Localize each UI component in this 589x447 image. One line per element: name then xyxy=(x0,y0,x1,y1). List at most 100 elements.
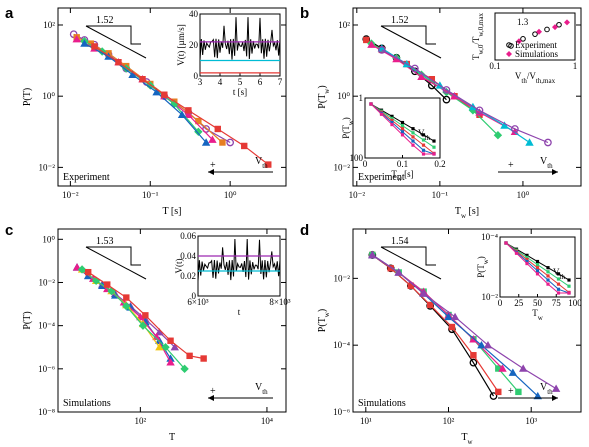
data-point xyxy=(123,294,130,301)
y-tick-label: 10⁻² xyxy=(39,277,56,287)
data-point xyxy=(535,269,540,273)
inset-x-label: t xyxy=(238,307,241,317)
panel-c: c 10² 10⁴ 10⁰ 10⁻² 10⁻⁴ 10⁻⁶ 10⁻⁸ T P(T) 1.53 Simul… xyxy=(5,222,291,443)
panel-d: d 10¹ 10² 10³ 10⁻² 10⁻⁴ 10⁻⁶ Tw P(Tw) 1.54 Simulat… xyxy=(300,222,582,446)
data-point xyxy=(161,343,170,352)
panel-letter: b xyxy=(300,5,309,22)
data-point xyxy=(155,327,164,336)
inset-y-tick-label: 10⁻⁴ xyxy=(481,232,498,242)
data-point xyxy=(546,270,550,274)
data-point xyxy=(546,282,550,286)
data-point xyxy=(115,59,122,66)
x-tick-label: 10² xyxy=(134,416,146,426)
data-point xyxy=(201,138,211,146)
legend-label: Experiment xyxy=(515,40,557,50)
data-point xyxy=(214,125,221,133)
fit-curve xyxy=(381,49,549,144)
inset-x-tick-label: 6×10³ xyxy=(187,297,209,307)
data-point xyxy=(504,241,508,245)
data-point xyxy=(525,257,529,262)
data-point xyxy=(508,368,518,376)
data-point xyxy=(390,120,394,125)
panel-letter: a xyxy=(5,5,14,22)
inset-y-tick-label: 100 xyxy=(350,153,364,163)
vth-sign: + xyxy=(508,160,514,171)
panel-letter: d xyxy=(300,222,309,239)
signal-trace xyxy=(197,238,281,282)
data-point xyxy=(166,358,175,366)
plot-frame xyxy=(352,228,582,413)
data-point xyxy=(432,145,436,149)
series xyxy=(369,251,522,396)
inset-x-tick-label: 75 xyxy=(552,298,562,308)
data-point xyxy=(161,91,168,98)
data-point xyxy=(495,388,502,396)
x-tick-label: 10⁻² xyxy=(349,190,366,200)
vth-arrowhead xyxy=(552,395,558,401)
y-tick-label: 10⁻² xyxy=(334,273,351,283)
signal-trace xyxy=(199,17,281,61)
legend-marker xyxy=(506,42,512,48)
legend-label: Simulations xyxy=(515,49,559,59)
data-point xyxy=(208,135,217,143)
y-axis-label: P(T) xyxy=(22,88,33,106)
corner-label: Simulations xyxy=(358,398,406,409)
data-point xyxy=(432,152,436,156)
data-point xyxy=(469,358,478,367)
data-point xyxy=(546,266,550,270)
inset-y-label: P(Tw) xyxy=(341,117,355,139)
series xyxy=(91,43,272,168)
inset-x-tick-label: 3 xyxy=(198,77,203,87)
data-point xyxy=(138,321,148,330)
inset-vth-label: Vth xyxy=(418,128,430,142)
data-point xyxy=(511,125,519,133)
data-point xyxy=(546,274,550,278)
slope-line xyxy=(380,25,442,59)
y-tick-label: 10⁻⁴ xyxy=(333,340,350,350)
data-point xyxy=(428,76,436,83)
data-point xyxy=(544,138,552,147)
plot-frame xyxy=(57,228,287,413)
data-point xyxy=(556,287,561,291)
data-point xyxy=(400,127,405,131)
data-point xyxy=(567,284,571,288)
series xyxy=(77,265,189,374)
corner-label: Simulations xyxy=(63,398,111,409)
slope-bracket xyxy=(381,246,436,266)
inset-y-tick-label: 1 xyxy=(359,93,364,103)
data-point xyxy=(390,122,394,127)
data-point xyxy=(128,70,137,78)
x-tick-label: 10⁻² xyxy=(62,190,79,200)
data-point xyxy=(489,392,498,400)
data-point xyxy=(551,384,561,392)
slope-line xyxy=(85,246,147,280)
data-point xyxy=(411,135,415,139)
data-point xyxy=(390,118,394,123)
y-tick-label: 10² xyxy=(43,20,55,30)
x-tick-label: 10⁴ xyxy=(261,416,273,426)
data-point xyxy=(167,337,174,344)
series xyxy=(72,34,217,143)
data-point xyxy=(510,127,520,135)
data-point xyxy=(241,142,248,150)
inset-y-tick-label: 20 xyxy=(189,40,199,50)
inset: 0 0.1 0.2 100 1 Tw [s] P(Tw) Vth xyxy=(341,93,446,183)
data-point xyxy=(72,34,81,43)
inset-x-label: Vth/Vth,max xyxy=(515,71,556,85)
x-tick-label: 10¹ xyxy=(360,416,372,426)
data-point xyxy=(91,43,98,50)
data-point xyxy=(411,64,419,73)
data-point xyxy=(155,336,164,344)
slope-label: 1.53 xyxy=(96,236,114,247)
plot-frame xyxy=(352,7,582,187)
data-point xyxy=(515,388,522,396)
data-point xyxy=(483,340,493,349)
fit-curve xyxy=(81,269,186,370)
data-point xyxy=(567,291,571,295)
inset-x-tick-label: 0.2 xyxy=(434,159,445,169)
data-point xyxy=(152,87,161,96)
inset-y-tick-label: 0.04 xyxy=(180,251,196,261)
inset-y-label: V(t) xyxy=(174,259,184,274)
y-tick-label: 10⁻⁸ xyxy=(38,407,55,417)
